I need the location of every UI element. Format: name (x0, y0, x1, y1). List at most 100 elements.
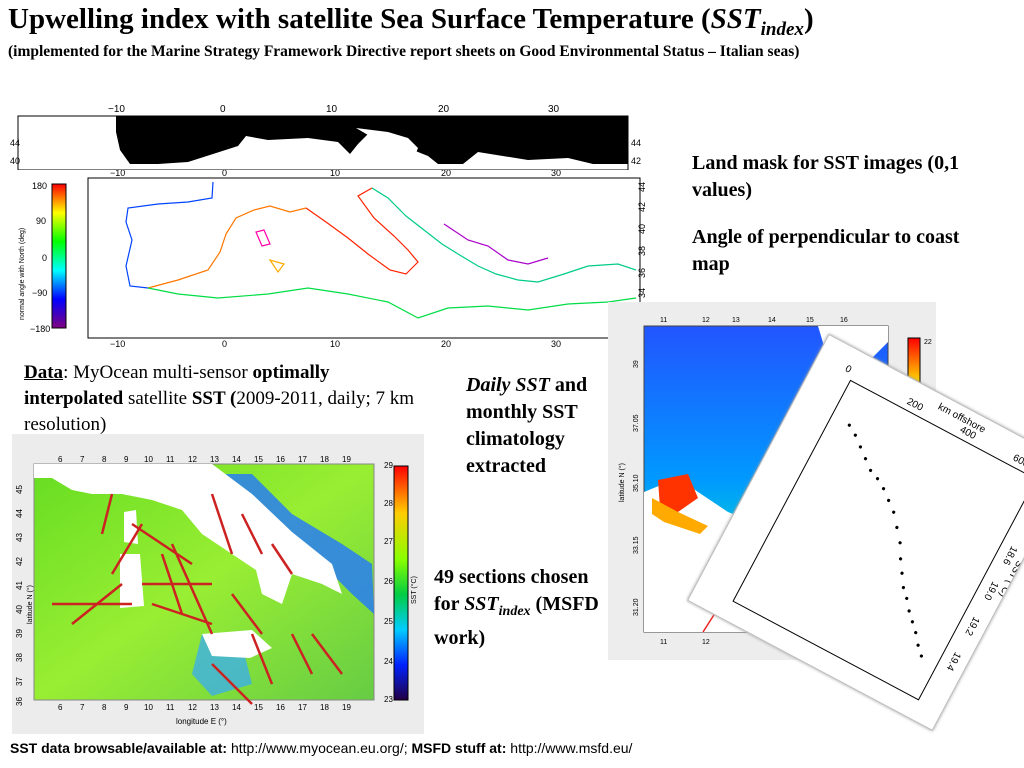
page-title: Upwelling index with satellite Sea Surfa… (8, 3, 814, 40)
angle-lat-tick: 38 (637, 246, 647, 256)
angle-cb-tick: 180 (32, 181, 47, 191)
angle-lon-tick: 30 (551, 170, 561, 178)
angle-lat-tick: 44 (637, 182, 647, 192)
angle-lat-tick: 42 (637, 202, 647, 212)
sst-cb-label: SST (°C) (410, 576, 418, 604)
page-subtitle: (implemented for the Marine Strategy Fra… (8, 43, 800, 60)
sst-lon-tick: 9 (124, 703, 129, 712)
msfd-link[interactable]: http://www.msfd.eu/ (506, 740, 633, 756)
sst-lat-tick: 40 (15, 605, 24, 614)
sst-lat-tick: 45 (15, 485, 24, 494)
profile-y-tick: 19.4 (944, 650, 963, 673)
sst-lon-tick: 11 (166, 455, 175, 464)
sst-lon-tick: 17 (298, 703, 307, 712)
sst-lat-tick: 38 (15, 653, 24, 662)
coast-angle-map: 180 90 0 −90 −180 normal angle with Nort… (8, 168, 648, 349)
angle-colorbar (51, 183, 67, 329)
sst-lat-tick: 36 (15, 697, 24, 706)
sst-lon-tick: 16 (276, 455, 285, 464)
sst-cb-tick: 23 (384, 695, 393, 704)
sst-lon-tick: 6 (58, 455, 63, 464)
mask-lon-tick: 10 (326, 104, 338, 115)
zoom-lon-tick: 16 (840, 317, 848, 324)
angle-lat-tick: 40 (637, 224, 647, 234)
sst-lon-tick: 9 (124, 455, 129, 464)
sst-lon-tick: 8 (102, 703, 107, 712)
zoom-warm-patch (658, 474, 698, 512)
angle-lon-tick: 20 (441, 339, 451, 348)
zoom-lon-tick: 15 (806, 317, 814, 324)
sst-lon-tick: 6 (58, 703, 63, 712)
sst-lon-tick: 17 (298, 455, 307, 464)
zoom-lat-tick: 39 (633, 360, 640, 368)
sst-cb-tick: 26 (384, 577, 393, 586)
profile-x-tick: 0 (843, 363, 853, 376)
footer-links: SST data browsable/available at: http://… (10, 740, 633, 756)
zoom-lat-tick: 35.10 (633, 474, 640, 492)
zoom-lon-tick: 12 (702, 639, 710, 646)
angle-lon-tick: 0 (222, 170, 227, 178)
zoom-lat-tick: 31.20 (633, 598, 640, 616)
angle-lon-tick: 20 (441, 170, 451, 178)
zoom-lon-tick: 12 (702, 317, 710, 324)
coast-angle-svg: 180 90 0 −90 −180 normal angle with Nort… (19, 168, 647, 349)
mask-lat-tick: 42 (631, 156, 641, 166)
adriatic-blue (192, 474, 374, 614)
sst-lat-tick: 43 (15, 533, 24, 542)
sst-lon-tick: 13 (210, 703, 219, 712)
angle-cb-tick: −180 (30, 324, 50, 334)
sst-sections-map: 29 28 27 26 25 24 23 SST (°C) 6 7 8 9 10… (12, 434, 424, 734)
sst-lon-tick: 19 (342, 455, 351, 464)
sst-lon-tick: 18 (320, 455, 329, 464)
sst-lon-tick: 14 (232, 703, 241, 712)
profile-points (847, 423, 923, 658)
zoom-cb-tick: 22 (924, 339, 932, 346)
angle-lon-tick: 30 (551, 339, 561, 348)
sst-lon-tick: 14 (232, 455, 241, 464)
sst-lon-tick: 15 (254, 455, 263, 464)
sst-cb-tick: 28 (384, 499, 393, 508)
angle-lat-tick: 36 (637, 268, 647, 278)
sst-lon-tick: 7 (80, 703, 85, 712)
angle-lon-tick: −10 (110, 170, 125, 178)
sst-lon-tick: 8 (102, 455, 107, 464)
sst-cb-tick: 29 (384, 461, 393, 470)
angle-cb-tick: 90 (36, 216, 46, 226)
mask-lat-tick: 44 (10, 138, 20, 148)
sst-xlabel: longitude E (°) (176, 717, 227, 726)
angle-lon-tick: 10 (330, 170, 340, 178)
mask-lon-tick: 30 (548, 104, 560, 115)
zoom-lon-tick: 13 (732, 317, 740, 324)
italy-land (34, 464, 342, 604)
mask-lon-tick: 0 (220, 104, 226, 115)
sst-lon-tick: 12 (188, 703, 197, 712)
angle-cb-tick: 0 (42, 253, 47, 263)
sst-lon-tick: 12 (188, 455, 197, 464)
sst-cb-tick: 24 (384, 657, 393, 666)
sst-lon-tick: 15 (254, 703, 263, 712)
angle-lon-tick: −10 (110, 339, 125, 348)
profile-y-tick: 19.0 (981, 579, 1000, 602)
land-silhouette (116, 116, 628, 164)
sst-sections-svg: 29 28 27 26 25 24 23 SST (°C) 6 7 8 9 10… (15, 455, 418, 726)
zoom-lon-tick: 14 (768, 317, 776, 324)
sst-lon-tick: 13 (210, 455, 219, 464)
myocean-link[interactable]: http://www.myocean.eu.org/; (227, 740, 412, 756)
sst-lon-tick: 19 (342, 703, 351, 712)
angle-note: Angle of perpendicular to coast map (692, 226, 960, 275)
zoom-lon-tick: 11 (660, 639, 667, 646)
mask-lon-tick: −10 (108, 104, 125, 115)
data-description: Data: MyOcean multi-sensor optimally int… (24, 362, 415, 435)
sst-lon-tick: 7 (80, 455, 85, 464)
angle-cb-label: normal angle with North (deg) (19, 228, 26, 320)
daily-sst-note: Daily SST and monthly SST climatology ex… (466, 374, 588, 477)
mask-lat-tick: 44 (631, 138, 641, 148)
sst-lat-tick: 39 (15, 629, 24, 638)
sst-lat-tick: 37 (15, 677, 24, 686)
sst-lon-tick: 10 (144, 703, 153, 712)
angle-lon-tick: 0 (222, 339, 227, 348)
coastline-angles (125, 181, 637, 319)
land-mask-map: −10 0 10 20 30 40 44 44 42 (8, 102, 642, 171)
sst-lat-tick: 42 (15, 557, 24, 566)
sst-lat-tick: 41 (15, 581, 24, 590)
